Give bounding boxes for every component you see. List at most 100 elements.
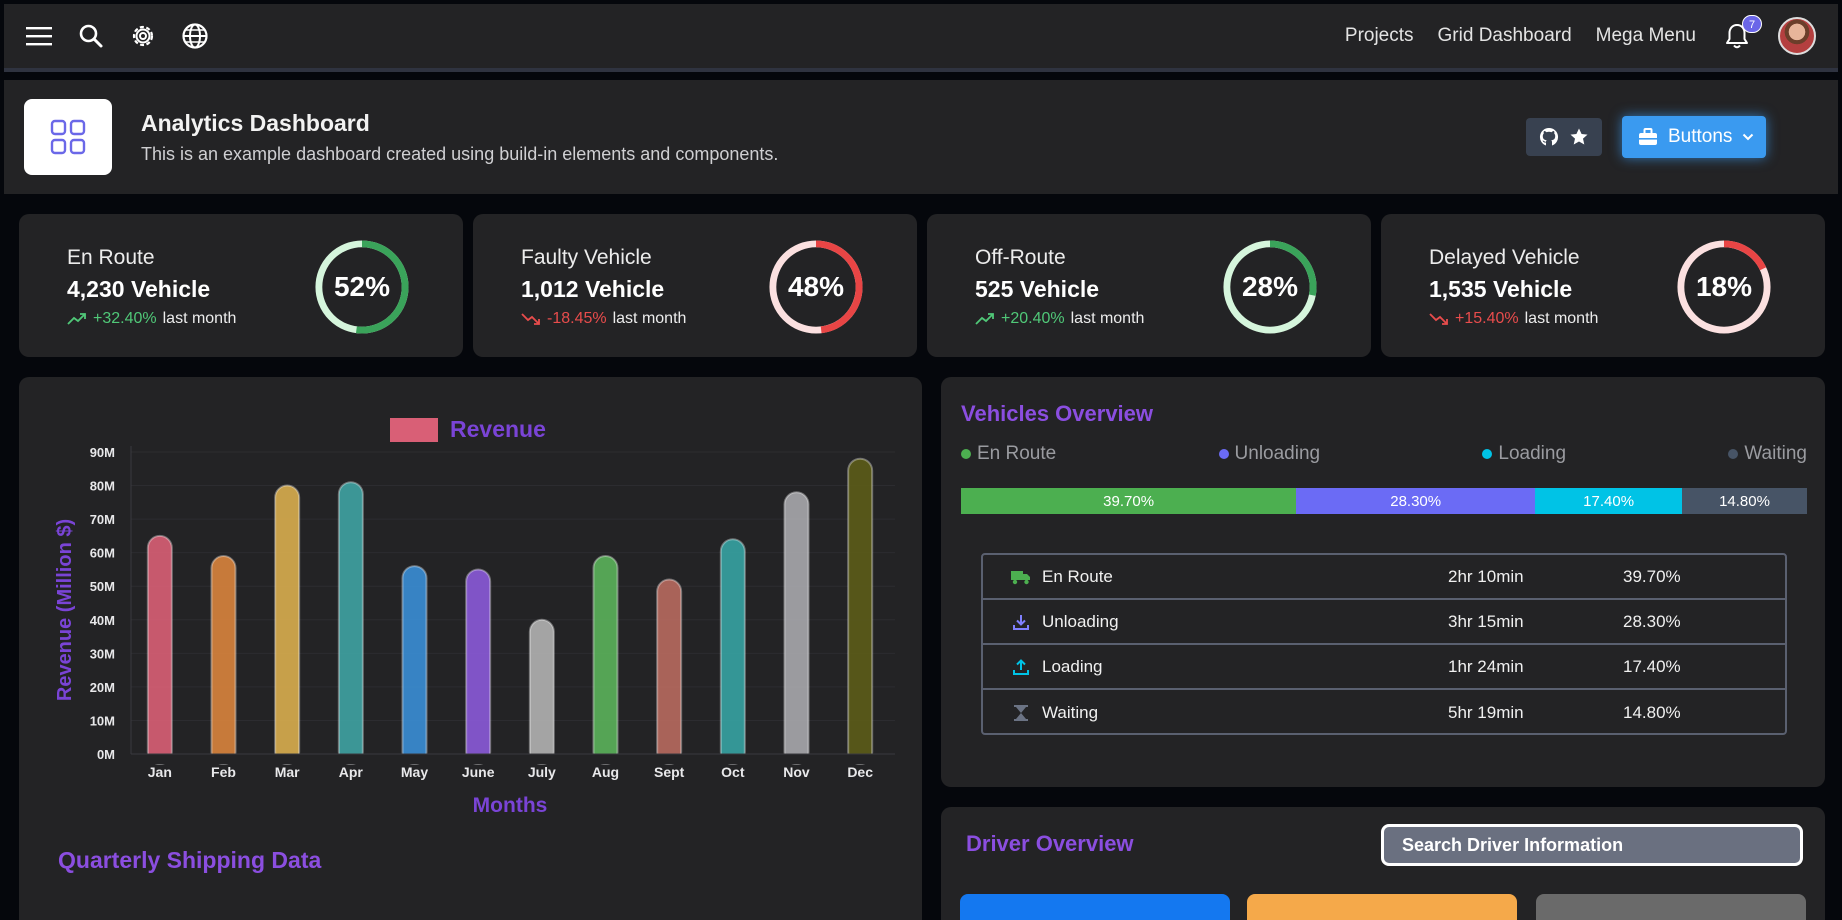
row-percent: 39.70% [1623,566,1681,586]
progress-ring-percent: 52% [333,271,391,302]
driver-card[interactable] [1536,894,1806,920]
bar-dec[interactable] [847,457,874,765]
stat-title: Faulty Vehicle [521,246,652,269]
x-tick-label: Oct [721,764,745,780]
star-icon [1570,128,1588,145]
y-tick-label: 30M [90,646,115,661]
legend-dot [1728,449,1739,459]
bar-june[interactable] [465,568,492,765]
row-percent: 28.30% [1623,611,1681,631]
nav-link-mega-menu[interactable]: Mega Menu [1595,25,1696,46]
legend-item-en-route[interactable]: En Route [961,443,1056,465]
legend-item-loading[interactable]: Loading [1482,443,1566,465]
x-tick-label: Jan [148,764,172,780]
download-icon [1010,613,1032,631]
table-row[interactable]: Loading 1hr 24min 17.40% [983,645,1785,690]
y-tick-label: 0M [97,747,115,762]
progress-ring-percent: 28% [1241,271,1299,302]
driver-card[interactable] [960,894,1230,920]
hourglass-icon [1010,704,1032,722]
table-row[interactable]: Waiting 5hr 19min 14.80% [983,690,1785,735]
page-header: Analytics Dashboard This is an example d… [4,80,1838,194]
globe-icon[interactable] [180,21,210,51]
legend-item-unloading[interactable]: Unloading [1218,443,1321,465]
driver-overview-panel: Driver Overview [941,807,1825,920]
y-axis-title: Revenue (Million $) [54,519,76,701]
trend-suffix: last month [162,310,237,327]
x-tick-label: Dec [847,764,873,780]
driver-card[interactable] [1247,894,1517,920]
stat-value: 1,535 Vehicle [1429,276,1573,302]
page-title: Analytics Dashboard [141,110,370,136]
revenue-bar-chart: Revenue 0M 10M 20M 30M 40M 50M 60M 70M 80M 90M Jan F… [54,416,908,817]
vehicles-stacked-progress-bar: 39.70% 28.30% 17.40% 14.80% [961,488,1807,514]
vehicles-legend: En Route Unloading Loading Waiting [961,443,1807,465]
gear-icon[interactable] [128,21,158,51]
progress-ring [769,240,863,334]
x-tick-label: Aug [592,764,619,780]
legend-dot [1218,449,1229,459]
progress-ring [1223,240,1317,334]
progress-ring-percent: 18% [1695,271,1753,302]
buttons-dropdown[interactable]: Buttons [1622,116,1766,158]
progress-segment-en-route: 39.70% [961,488,1297,514]
chevron-down-icon [1743,133,1754,141]
progress-ring-percent: 48% [787,271,845,302]
progress-ring [315,240,409,334]
progress-ring-fill [1677,240,1771,334]
trend-percent: +15.40% [1455,310,1519,327]
legend-item-waiting[interactable]: Waiting [1728,443,1807,465]
vehicles-overview-title: Vehicles Overview [961,401,1154,426]
bell-icon [1726,24,1748,49]
legend-label: Loading [1498,443,1567,464]
table-row[interactable]: Unloading 3hr 15min 28.30% [983,600,1785,645]
bar-oct[interactable] [719,538,746,765]
trend-percent: +20.40% [1001,310,1065,327]
nav-link-grid-dashboard[interactable]: Grid Dashboard [1437,25,1572,46]
y-tick-label: 10M [90,713,115,728]
y-tick-label: 50M [90,579,115,594]
upload-icon [1010,658,1032,676]
x-tick-label: Nov [783,764,810,780]
bar-nov[interactable] [783,491,810,766]
x-tick-label: Feb [211,764,236,780]
hamburger-menu-icon[interactable] [24,21,54,51]
notification-count-badge: 7 [1742,15,1762,33]
x-tick-label: May [401,764,428,780]
bar-sept[interactable] [656,578,683,765]
truck-icon [1010,569,1032,585]
row-name: En Route [1042,566,1113,586]
legend-label: Unloading [1234,443,1321,464]
y-tick-label: 20M [90,680,115,695]
row-time: 2hr 10min [1448,566,1524,586]
chart-legend-label: Revenue [450,416,546,442]
bar-jan[interactable] [146,534,173,765]
row-time: 5hr 19min [1448,702,1524,722]
legend-dot [1482,449,1493,459]
x-axis-title: Months [473,794,548,817]
stat-trend: -18.45% last month [521,310,686,328]
search-icon[interactable] [76,21,106,51]
notifications-button[interactable]: 7 [1722,15,1762,51]
trend-down-icon [1429,313,1448,325]
row-name: Waiting [1042,702,1099,722]
revenue-chart-panel: Revenue 0M 10M 20M 30M 40M 50M 60M 70M 80M 90M Jan F… [19,377,922,920]
stat-card-en-route: En Route 4,230 Vehicle +32.40% last mont… [19,214,463,357]
progress-ring-fill [315,240,409,334]
bar-mar[interactable] [274,484,301,766]
bar-apr[interactable] [337,481,364,765]
table-row[interactable]: En Route 2hr 10min 39.70% [983,555,1785,600]
stat-card-faulty-vehicle: Faulty Vehicle 1,012 Vehicle -18.45% las… [473,214,917,357]
page-subtitle: This is an example dashboard created usi… [141,144,779,164]
user-avatar[interactable] [1778,17,1816,55]
search-driver-input[interactable] [1381,824,1803,866]
y-tick-label: 40M [90,613,115,628]
bar-may[interactable] [401,565,428,765]
github-star-button[interactable] [1526,118,1602,156]
bar-aug[interactable] [592,555,619,765]
progress-ring-fill [1223,240,1317,334]
bar-july[interactable] [528,618,555,765]
nav-link-projects[interactable]: Projects [1344,25,1414,46]
bar-feb[interactable] [210,555,237,765]
quarterly-shipping-title: Quarterly Shipping Data [58,847,322,873]
